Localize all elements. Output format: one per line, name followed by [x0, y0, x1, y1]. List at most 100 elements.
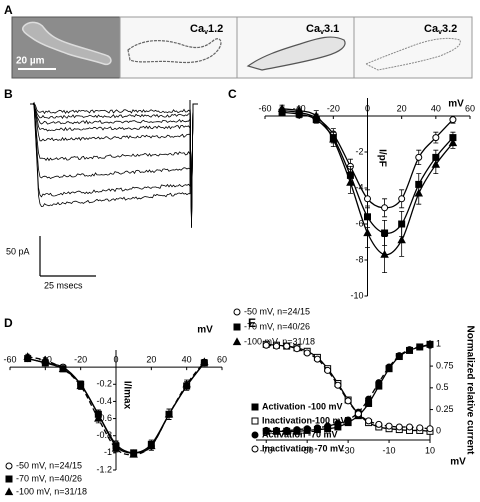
marker: [395, 352, 403, 360]
legend-label: -100 mV, n=31/18: [244, 336, 315, 346]
label-part: Ca: [424, 23, 439, 35]
y-tick-label: -10: [350, 290, 363, 300]
marker: [431, 159, 441, 168]
marker: [283, 342, 291, 350]
marker: [283, 426, 291, 434]
chart: D-60-40-200204060-0.2-0.4-0.6-0.8-1-1.2m…: [3, 316, 227, 496]
x-tick-label: -10: [383, 445, 396, 455]
label-sub: v: [438, 29, 442, 36]
marker: [406, 346, 414, 354]
y-axis-label: I/pF: [376, 149, 387, 167]
trace: [30, 99, 198, 226]
label-sub: v: [320, 29, 324, 36]
micrograph-strip: 20 µm Cav1.2 Cav3.1 Cav3.2: [11, 16, 473, 79]
image-label: Cav3.1: [306, 23, 339, 36]
marker: [277, 104, 287, 112]
marker: [313, 424, 321, 432]
marker: [76, 381, 85, 390]
marker: [251, 403, 259, 411]
marker: [251, 431, 259, 439]
cell: [21, 21, 112, 66]
panel-label: C: [228, 87, 237, 101]
x-tick-label: -20: [74, 355, 87, 365]
marker: [313, 355, 321, 363]
marker: [416, 343, 424, 351]
marker: [426, 425, 434, 433]
marker: [200, 357, 209, 366]
legend-label: Inactivation -70 mV: [262, 443, 344, 453]
trace: [30, 99, 198, 223]
marker: [380, 249, 389, 258]
marker: [365, 395, 373, 403]
marker: [293, 345, 301, 353]
marker: [233, 323, 241, 331]
marker: [293, 426, 301, 434]
marker: [381, 204, 389, 212]
x-tick-label: 40: [431, 103, 441, 113]
marker: [303, 425, 311, 433]
image-label: Cav3.2: [424, 23, 457, 36]
marker: [344, 397, 352, 405]
y-tick-label: -0.4: [96, 396, 112, 406]
x-tick-label: 20: [146, 355, 156, 365]
marker: [375, 420, 383, 428]
marker: [272, 426, 280, 434]
x-axis-label: mV: [197, 325, 213, 336]
y-tick-label: -0.2: [96, 379, 112, 389]
marker: [363, 228, 372, 237]
marker: [111, 443, 121, 452]
y-tick-label: 0.25: [436, 404, 454, 414]
y-tick-label: -8: [355, 254, 363, 264]
marker: [448, 138, 458, 147]
marker: [385, 363, 393, 371]
marker: [232, 337, 242, 346]
marker: [354, 410, 362, 418]
legend-label: -100 mV, n=31/18: [16, 486, 87, 496]
x-tick-label: -60: [3, 355, 16, 365]
x-tick-label: 40: [182, 355, 192, 365]
x-tick-label: 0: [113, 355, 118, 365]
marker: [251, 417, 259, 425]
x-tick-label: 60: [217, 355, 227, 365]
label-part: Ca: [190, 23, 205, 35]
fit-line: [27, 356, 205, 456]
x-tick-label: 10: [425, 445, 435, 455]
marker: [375, 379, 383, 387]
y-tick-label: 1: [436, 339, 441, 349]
label-part: 3.1: [324, 23, 339, 35]
marker: [334, 419, 342, 427]
legend-label: Activation -70 mV: [262, 429, 338, 439]
label-part: 3.2: [442, 23, 457, 35]
marker: [251, 445, 259, 453]
marker: [406, 423, 414, 431]
marker: [129, 449, 138, 458]
marker: [398, 195, 406, 203]
image-label: Cav1.2: [190, 23, 223, 36]
scale-label: 20 µm: [16, 56, 45, 67]
y-axis-label: I/Imax: [121, 381, 132, 410]
marker: [414, 188, 423, 197]
scale-label: 25 msecs: [44, 280, 83, 290]
panel-label: E: [248, 316, 256, 330]
legend-label: -70 mV, n=40/26: [244, 321, 310, 331]
cell: [364, 37, 461, 71]
legend-label: -70 mV, n=40/26: [16, 473, 82, 483]
marker: [346, 177, 355, 186]
marker: [147, 441, 156, 450]
marker: [294, 105, 304, 114]
marker: [272, 342, 280, 350]
marker: [415, 153, 423, 161]
legend-label: -50 mV, n=24/15: [16, 460, 82, 470]
scale-label: 50 pA: [6, 246, 30, 256]
trace: [30, 99, 198, 227]
trace: [30, 99, 198, 225]
x-tick-label: 60: [465, 103, 475, 113]
marker: [329, 134, 338, 143]
marker: [416, 424, 424, 432]
legend-label: -50 mV, n=24/15: [244, 306, 310, 316]
marker: [324, 366, 332, 374]
marker: [324, 422, 332, 430]
marker: [395, 423, 403, 431]
